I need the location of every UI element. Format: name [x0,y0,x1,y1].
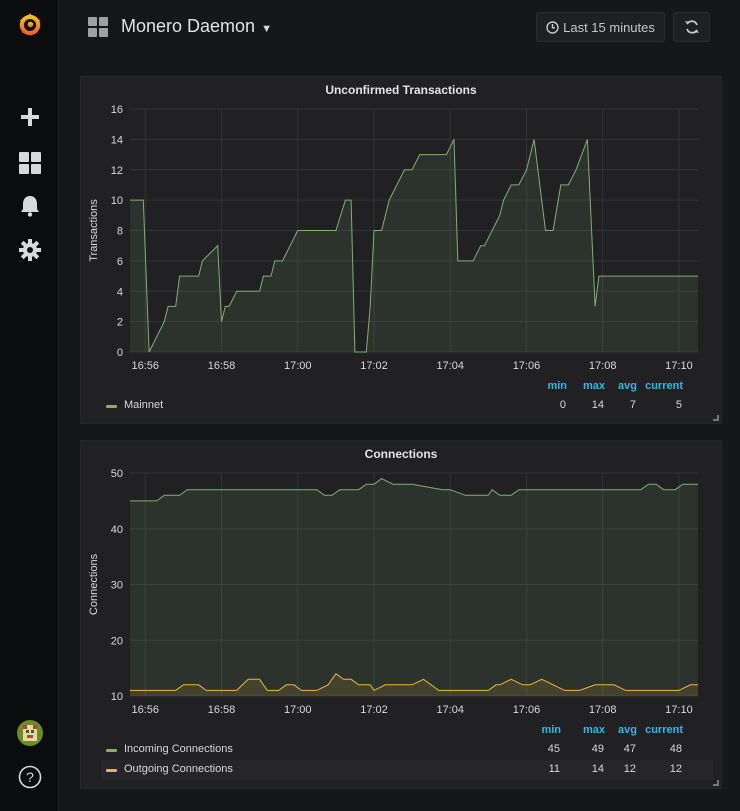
legend-current: 5 [675,399,682,411]
main-content: Monero Daemon ▼ Last 15 minutes Unconfirm… [59,0,740,811]
legend-max: 49 [591,743,604,755]
y-tick-label: 6 [117,256,123,268]
x-tick-label: 17:00 [284,704,312,716]
legend-avg: 47 [623,743,636,755]
x-tick-label: 16:58 [208,360,236,372]
legend-header-current[interactable]: current [645,380,683,392]
y-axis-label: Connections [88,553,100,615]
panel-title[interactable]: Unconfirmed Transactions [325,83,477,97]
y-tick-label: 30 [111,580,123,592]
legend-min: 11 [548,763,560,775]
grafana-logo-icon[interactable] [17,12,43,38]
time-range-label: Last 15 minutes [563,19,655,35]
refresh-button[interactable] [673,12,710,42]
x-tick-label: 16:56 [131,360,159,372]
legend-avg: 7 [629,399,636,411]
gear-icon[interactable] [17,237,43,263]
y-tick-label: 2 [117,317,123,329]
y-tick-label: 14 [111,134,123,146]
legend-max: 14 [591,763,604,775]
y-tick-label: 8 [117,226,123,238]
legend-series-name[interactable]: Incoming Connections [124,743,233,755]
legend-min: 45 [547,743,560,755]
x-tick-label: 17:06 [513,704,541,716]
dashboard-grid-icon [88,17,108,37]
x-tick-label: 17:10 [665,704,693,716]
refresh-icon [684,20,699,34]
series-line-incoming-connections [130,478,698,502]
dashboards-icon[interactable] [17,150,43,176]
x-tick-label: 17:02 [360,360,388,372]
y-tick-label: 4 [117,286,123,298]
y-tick-label: 16 [111,104,123,116]
clock-icon [546,20,559,34]
legend-min: 0 [559,399,566,411]
legend-series-name[interactable]: Outgoing Connections [124,763,233,775]
x-tick-label: 16:58 [208,704,236,716]
y-tick-label: 20 [111,635,123,647]
chart-unconfirmed-transactions: 0 2 4 6 8 10 12 14 16 16:56 16:58 17:00 17:02 17:04 17… [88,104,698,372]
series-line-mainnet [130,139,698,353]
legend-item-outgoing[interactable]: Outgoing Connections 11 14 12 12 [101,760,713,780]
y-tick-label: 10 [111,691,123,703]
chart-connections: 10 20 30 40 50 16:56 16:58 17:00 17:02 17:04 17:06… [88,468,698,716]
legend-current: 48 [669,743,682,755]
series-swatch[interactable] [106,749,117,752]
series-area-incoming-connections [130,478,698,696]
bell-icon[interactable] [17,193,43,219]
legend-item-mainnet[interactable]: Mainnet 0 14 7 5 [101,396,713,416]
dashboard-title: Monero Daemon [121,16,256,36]
series-line-outgoing-connections [130,672,698,692]
legend-item-incoming[interactable]: Incoming Connections 45 49 47 48 [101,740,713,760]
legend-avg: 12 [623,763,636,775]
y-tick-label: 0 [117,347,123,359]
x-tick-label: 17:08 [589,360,617,372]
plus-icon[interactable] [17,104,43,130]
x-tick-label: 17:08 [589,704,617,716]
x-tick-label: 17:02 [360,704,388,716]
y-tick-label: 10 [111,195,123,207]
series-swatch[interactable] [106,769,117,772]
panel-title[interactable]: Connections [364,447,438,461]
panel-unconfirmed-transactions: Unconfirmed Transactions 0 2 4 6 8 10 12 14 16 16… [80,76,722,424]
help-icon[interactable]: ? [17,764,43,790]
legend-current: 12 [669,763,682,775]
dashboard-navbar: Monero Daemon ▼ Last 15 minutes [59,0,740,56]
avatar[interactable] [17,720,43,746]
x-tick-label: 17:06 [513,360,541,372]
legend-header-avg[interactable]: avg [618,380,637,392]
legend-header-current[interactable]: current [645,724,683,736]
legend-header-avg[interactable]: avg [618,724,637,736]
panel-resize-handle[interactable] [713,780,719,786]
panel-connections: Connections 10 20 30 40 50 16:56 16:58 17:00 17:… [80,440,722,789]
y-tick-label: 40 [111,524,123,536]
caret-down-icon: ▼ [261,23,272,35]
sidebar: ? [0,0,59,811]
x-tick-label: 17:10 [665,360,693,372]
y-tick-label: 12 [111,165,123,177]
legend-series-name[interactable]: Mainnet [124,399,164,411]
x-tick-label: 17:04 [436,704,464,716]
x-tick-label: 16:56 [131,704,159,716]
legend-header-max[interactable]: max [582,380,605,392]
legend-header-min[interactable]: min [547,380,567,392]
panel-resize-handle[interactable] [713,415,719,421]
legend-max: 14 [591,399,604,411]
legend-header-min[interactable]: min [541,724,561,736]
series-area-mainnet [130,139,698,352]
x-tick-label: 17:00 [284,360,312,372]
x-tick-label: 17:04 [436,360,464,372]
y-axis-label: Transactions [88,199,100,262]
time-range-button[interactable]: Last 15 minutes [536,12,665,42]
dashboard-title-dropdown[interactable]: Monero Daemon ▼ [121,16,272,37]
legend-header-max[interactable]: max [582,724,605,736]
series-swatch[interactable] [106,405,117,408]
svg-text:?: ? [26,769,34,785]
y-tick-label: 50 [111,468,123,480]
